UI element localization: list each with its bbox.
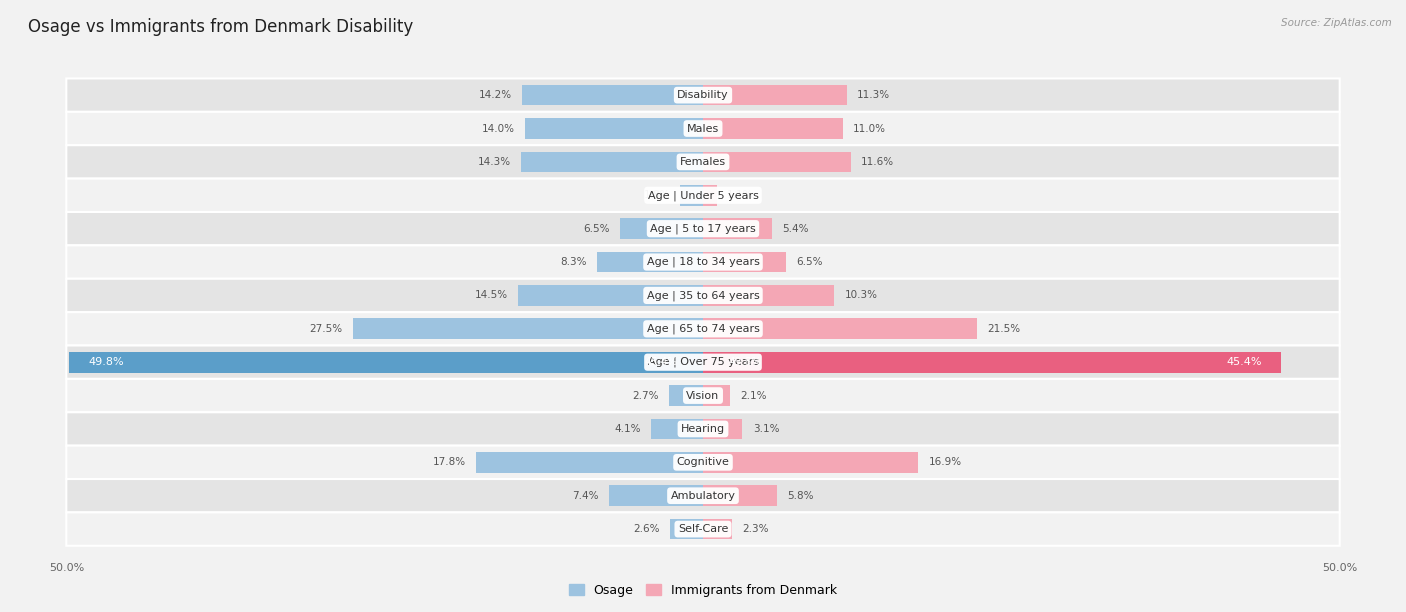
FancyBboxPatch shape	[66, 379, 1340, 412]
Text: 1.8%: 1.8%	[644, 190, 669, 200]
Bar	[519, 285, 703, 306]
FancyBboxPatch shape	[66, 412, 1340, 446]
Text: 16.9%: 16.9%	[928, 457, 962, 468]
Text: Age | 65 to 74 years: Age | 65 to 74 years	[647, 324, 759, 334]
Bar	[522, 85, 703, 105]
Text: 7.4%: 7.4%	[572, 491, 599, 501]
Text: 27.5%: 27.5%	[309, 324, 343, 334]
Text: 14.2%: 14.2%	[479, 90, 512, 100]
Text: 5.4%: 5.4%	[782, 223, 808, 234]
Bar	[703, 452, 918, 472]
Text: 14.3%: 14.3%	[478, 157, 510, 167]
Bar	[703, 485, 778, 506]
FancyBboxPatch shape	[66, 212, 1340, 245]
Text: Cognitive: Cognitive	[676, 457, 730, 468]
Text: 4.1%: 4.1%	[614, 424, 641, 434]
Text: 17.8%: 17.8%	[433, 457, 467, 468]
FancyBboxPatch shape	[66, 512, 1340, 546]
Text: 21.5%: 21.5%	[987, 324, 1021, 334]
Bar	[703, 419, 742, 439]
Text: 10.3%: 10.3%	[845, 291, 877, 300]
Legend: Osage, Immigrants from Denmark: Osage, Immigrants from Denmark	[564, 579, 842, 602]
Bar	[669, 519, 703, 539]
Bar	[669, 385, 703, 406]
Text: 2.1%: 2.1%	[740, 390, 766, 401]
Text: 8.3%: 8.3%	[561, 257, 588, 267]
Text: Males: Males	[688, 124, 718, 133]
FancyBboxPatch shape	[66, 245, 1340, 278]
Text: 1.1%: 1.1%	[727, 190, 754, 200]
FancyBboxPatch shape	[66, 78, 1340, 112]
Bar	[703, 85, 846, 105]
Bar	[703, 118, 844, 139]
Text: 3.1%: 3.1%	[752, 424, 779, 434]
Text: Age | Under 5 years: Age | Under 5 years	[648, 190, 758, 201]
Bar	[703, 285, 834, 306]
Bar	[703, 318, 977, 339]
Bar	[520, 152, 703, 172]
Bar	[681, 185, 703, 206]
Text: 11.6%: 11.6%	[860, 157, 894, 167]
Bar	[524, 118, 703, 139]
Bar	[620, 218, 703, 239]
Text: Disability: Disability	[678, 90, 728, 100]
Text: 11.0%: 11.0%	[853, 124, 886, 133]
Bar	[703, 152, 851, 172]
Text: 5.8%: 5.8%	[787, 491, 814, 501]
FancyBboxPatch shape	[66, 112, 1340, 145]
FancyBboxPatch shape	[66, 346, 1340, 379]
Text: Self-Care: Self-Care	[678, 524, 728, 534]
Text: Age | Over 75 years: Age | Over 75 years	[648, 357, 758, 367]
Bar	[703, 252, 786, 272]
Text: 11.3%: 11.3%	[858, 90, 890, 100]
FancyBboxPatch shape	[66, 179, 1340, 212]
Text: 49.8%: 49.8%	[89, 357, 124, 367]
Bar	[69, 352, 703, 373]
FancyBboxPatch shape	[66, 312, 1340, 346]
Text: 2.6%: 2.6%	[633, 524, 659, 534]
Text: 6.5%: 6.5%	[583, 223, 610, 234]
Bar	[703, 352, 1281, 373]
Text: Age | 18 to 34 years: Age | 18 to 34 years	[647, 257, 759, 267]
Bar	[703, 218, 772, 239]
Bar	[703, 385, 730, 406]
Bar	[609, 485, 703, 506]
Text: 45.4%: 45.4%	[1226, 357, 1263, 367]
Text: 14.5%: 14.5%	[475, 291, 508, 300]
Bar	[703, 519, 733, 539]
Bar	[477, 452, 703, 472]
FancyBboxPatch shape	[66, 278, 1340, 312]
FancyBboxPatch shape	[66, 446, 1340, 479]
Text: 2.7%: 2.7%	[631, 390, 658, 401]
Text: 2.3%: 2.3%	[742, 524, 769, 534]
Text: Age | 5 to 17 years: Age | 5 to 17 years	[650, 223, 756, 234]
FancyBboxPatch shape	[66, 479, 1340, 512]
Text: Ambulatory: Ambulatory	[671, 491, 735, 501]
Text: Source: ZipAtlas.com: Source: ZipAtlas.com	[1281, 18, 1392, 28]
Text: 49.8%: 49.8%	[728, 357, 762, 367]
Text: Age | 35 to 64 years: Age | 35 to 64 years	[647, 290, 759, 300]
Bar	[353, 318, 703, 339]
Text: 45.4%: 45.4%	[644, 357, 678, 367]
Bar	[598, 252, 703, 272]
Text: 6.5%: 6.5%	[796, 257, 823, 267]
Bar	[651, 419, 703, 439]
FancyBboxPatch shape	[66, 145, 1340, 179]
Bar	[703, 185, 717, 206]
Text: 14.0%: 14.0%	[481, 124, 515, 133]
Text: Osage vs Immigrants from Denmark Disability: Osage vs Immigrants from Denmark Disabil…	[28, 18, 413, 36]
Text: Hearing: Hearing	[681, 424, 725, 434]
Text: Females: Females	[681, 157, 725, 167]
Text: Vision: Vision	[686, 390, 720, 401]
